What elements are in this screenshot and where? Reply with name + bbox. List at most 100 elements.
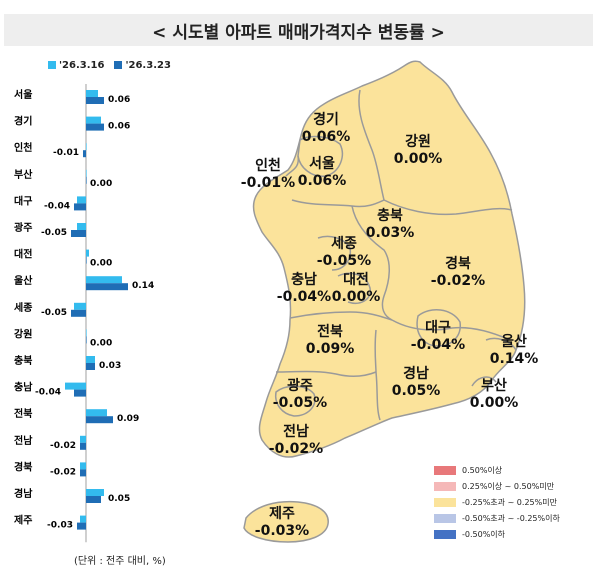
- region-value: -0.04%: [276, 289, 332, 305]
- region-label-5: 세종 -0.05%: [317, 236, 371, 270]
- bar-prev: [86, 169, 87, 177]
- region-name: 전북: [317, 324, 343, 340]
- border-jeonbuk-jeonnam: [275, 370, 377, 377]
- map-legend-swatch: [434, 481, 456, 491]
- bar-prev: [80, 515, 86, 523]
- bar-prev: [77, 223, 86, 230]
- bar-prev: [86, 276, 122, 284]
- page-title: < 시도별 아파트 매매가격지수 변동률 >: [4, 14, 593, 46]
- border-gwangju: [274, 385, 316, 417]
- bar-curr: [80, 469, 86, 477]
- region-value: 0.00%: [469, 395, 519, 411]
- value-label: 0.09: [117, 414, 139, 424]
- map-legend-label: 0.25%이상 ~ 0.50%미만: [462, 481, 555, 491]
- region-name: 충북: [377, 208, 403, 224]
- category-label: 광주: [14, 222, 32, 234]
- bar-curr: [71, 309, 86, 317]
- region-label-1: 강원 0.00%: [394, 134, 443, 168]
- value-label: -0.04: [44, 201, 70, 211]
- bar-curr: [74, 203, 86, 211]
- region-label-12: 광주 -0.05%: [273, 378, 327, 412]
- region-value: 0.03%: [365, 225, 415, 241]
- region-name: 경기: [313, 112, 339, 128]
- region-value: 0.06%: [301, 129, 351, 145]
- region-value: -0.04%: [410, 337, 466, 353]
- bar-curr: [80, 442, 86, 450]
- region-name: 경북: [445, 256, 471, 272]
- region-label-14: 부산 0.00%: [470, 378, 519, 412]
- category-label: 강원: [14, 327, 32, 340]
- map-legend-swatch: [434, 513, 456, 523]
- bar-prev: [86, 90, 98, 97]
- bar-prev: [86, 249, 89, 257]
- value-label: -0.02: [50, 467, 76, 477]
- category-label: 울산: [14, 274, 33, 287]
- region-value: -0.01%: [240, 175, 296, 191]
- region-value: -0.05%: [316, 253, 372, 269]
- bar-curr: [86, 123, 104, 131]
- map-legend-swatch: [434, 465, 456, 475]
- region-value: 0.14%: [489, 351, 539, 367]
- region-name: 경남: [403, 366, 429, 382]
- category-label: 경남: [14, 487, 33, 500]
- legend-prev-label: '26.3.16: [59, 60, 105, 71]
- region-name: 세종: [331, 236, 357, 252]
- value-label: 0.06: [108, 95, 130, 105]
- jeju-shape: [243, 500, 329, 543]
- bar-curr: [86, 416, 113, 424]
- region-label-8: 경북 -0.02%: [431, 256, 485, 290]
- value-label: 0.05: [108, 494, 130, 504]
- value-label: -0.04: [35, 388, 61, 398]
- bar-prev: [65, 382, 86, 390]
- bar-prev: [86, 489, 104, 496]
- border-sejong: [317, 235, 352, 271]
- border-gyeongbuk-gyeongnam: [391, 319, 511, 341]
- region-label-9: 전북 0.09%: [306, 324, 355, 358]
- region-name: 전남: [283, 424, 309, 440]
- border-gyeonggi-gangwon: [358, 89, 385, 201]
- border-chungbuk: [351, 205, 393, 321]
- map-legend-item: -0.50%이하: [434, 526, 560, 542]
- legend-curr: '26.3.23: [114, 60, 171, 71]
- region-label-13: 경남 0.05%: [392, 366, 441, 400]
- bar-curr: [71, 230, 86, 237]
- bar-curr: [83, 150, 86, 158]
- region-value: 0.06%: [297, 173, 347, 189]
- value-label: -0.05: [41, 308, 67, 318]
- bar-curr: [86, 176, 87, 184]
- border-daejeon: [337, 272, 371, 304]
- value-label: 0.00: [90, 179, 112, 189]
- bar-curr: [86, 283, 128, 291]
- bar-curr: [86, 496, 101, 503]
- bar-prev: [74, 302, 86, 310]
- value-label: 0.00: [90, 259, 112, 269]
- legend-prev-swatch: [48, 61, 56, 69]
- region-value: 0.00%: [393, 151, 443, 167]
- value-label: 0.14: [132, 281, 154, 291]
- category-label: 경기: [14, 115, 32, 128]
- bar-prev: [86, 116, 101, 124]
- mainland-shape: [252, 60, 526, 458]
- category-label: 충북: [14, 354, 32, 367]
- bar-curr: [77, 522, 86, 530]
- unit-note: (단위 : 전주 대비, %): [74, 556, 166, 567]
- region-name: 충남: [291, 272, 317, 288]
- region-name: 서울: [309, 156, 335, 172]
- region-name: 울산: [501, 334, 527, 350]
- value-label: 0.03: [99, 361, 121, 371]
- border-seoul: [297, 135, 344, 177]
- category-label: 제주: [14, 514, 32, 527]
- category-label: 대구: [14, 194, 32, 207]
- bar-chart: 서울 0.06 경기 0.06 인천 -0.01 부산 0.00 대구 -0.04 광주 -0.05 대…: [14, 84, 154, 543]
- border-incheon: [285, 155, 300, 177]
- map-legend-swatch: [434, 529, 456, 539]
- bar-prev: [80, 462, 86, 470]
- region-label-6: 충남 -0.04%: [277, 272, 331, 306]
- legend-curr-swatch: [114, 61, 123, 69]
- region-name: 대전: [343, 272, 369, 288]
- region-name: 부산: [481, 378, 507, 394]
- region-label-11: 울산 0.14%: [490, 334, 539, 368]
- map-legend-label: -0.50%초과 ~ -0.25%이하: [462, 513, 560, 523]
- border-busan: [471, 376, 497, 387]
- border-chungnam-jeonbuk: [289, 311, 393, 321]
